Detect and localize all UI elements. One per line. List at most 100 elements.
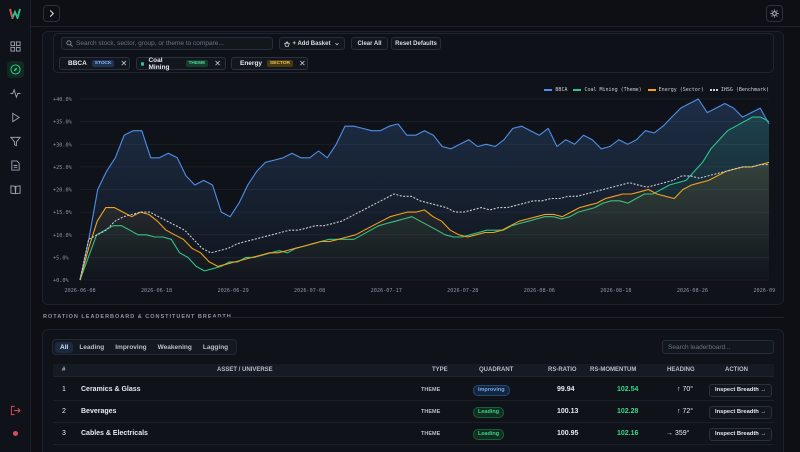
row-asset-name[interactable]: Cables & Electricals bbox=[81, 430, 148, 437]
filter-icon[interactable] bbox=[7, 133, 24, 150]
row-rs-momentum: 102.54 bbox=[617, 386, 639, 393]
chip-name: Coal Mining bbox=[148, 56, 170, 71]
compare-search-field[interactable] bbox=[61, 37, 273, 50]
play-icon[interactable] bbox=[7, 109, 24, 126]
col-heading[interactable]: HEADING bbox=[667, 367, 695, 373]
row-heading: ↑ 72° bbox=[677, 408, 694, 415]
chip-tag: THEME bbox=[185, 60, 209, 67]
chevron-right-icon[interactable] bbox=[43, 5, 60, 22]
series-line-energy-area bbox=[80, 162, 769, 280]
y-tick-label: +15.0% bbox=[53, 210, 73, 216]
x-tick-label: 2026-07-28 bbox=[447, 288, 478, 294]
close-icon[interactable]: ✕ bbox=[214, 59, 221, 68]
inspect-breadth-button[interactable]: Inspect Breadth → bbox=[709, 406, 773, 419]
y-tick-label: +35.0% bbox=[53, 120, 73, 126]
col-action: ACTION bbox=[725, 367, 748, 373]
tab-leading[interactable]: Leading bbox=[79, 343, 105, 351]
leaderboard-search-input[interactable] bbox=[668, 343, 768, 351]
document-icon[interactable] bbox=[7, 157, 24, 174]
row-rank: 2 bbox=[62, 408, 66, 415]
quadrant-badge: Leading bbox=[473, 429, 505, 440]
row-rs-momentum: 102.16 bbox=[617, 430, 639, 437]
x-tick-label: 2026-08-06 bbox=[524, 288, 555, 294]
x-tick-label: 2026-06-08 bbox=[64, 288, 95, 294]
x-tick-label: 2026-08-26 bbox=[677, 288, 708, 294]
row-rank: 3 bbox=[62, 430, 66, 437]
x-tick-label: 2026-07-17 bbox=[371, 288, 402, 294]
chip-coal-mining: Coal Mining THEME ✕ bbox=[136, 56, 226, 71]
table-row[interactable]: 3 Cables & Electricals THEME Leading 100… bbox=[53, 423, 774, 445]
close-icon[interactable]: ✕ bbox=[298, 59, 306, 68]
table-row[interactable]: 1 Ceramics & Glass THEME Improving 99.94… bbox=[53, 379, 774, 401]
col-quadrant[interactable]: QUADRANT bbox=[479, 367, 514, 373]
tab-all[interactable]: All bbox=[55, 341, 74, 353]
divider bbox=[210, 317, 784, 318]
sun-icon[interactable] bbox=[766, 5, 783, 22]
top-bar bbox=[31, 0, 800, 27]
app-logo-icon[interactable] bbox=[9, 8, 22, 19]
col-rs-ratio[interactable]: RS-RATIO bbox=[548, 367, 577, 373]
chevron-down-icon bbox=[335, 42, 340, 45]
x-tick-label: 2026-07-08 bbox=[294, 288, 325, 294]
chip-energy: Energy SECTOR ✕ bbox=[231, 57, 308, 70]
col-rank: # bbox=[62, 367, 66, 373]
series-line-ihsg bbox=[79, 164, 769, 281]
x-tick-label: 2026-08-18 bbox=[600, 288, 631, 294]
legend-item-bbca[interactable]: BBCA bbox=[544, 87, 567, 93]
tab-improving[interactable]: Improving bbox=[115, 343, 147, 351]
compare-search-input[interactable] bbox=[76, 40, 266, 47]
add-basket-label: + Add Basket bbox=[292, 40, 331, 47]
y-tick-label: +30.0% bbox=[53, 142, 73, 148]
table-header: # ASSET / UNIVERSE TYPE QUADRANT RS-RATI… bbox=[53, 364, 774, 377]
x-tick-label: 2026-06-29 bbox=[217, 288, 248, 294]
y-tick-label: +10.0% bbox=[53, 233, 73, 239]
add-basket-button[interactable]: + Add Basket bbox=[279, 37, 345, 50]
quadrant-badge: Improving bbox=[473, 385, 510, 396]
chip-name: BBCA bbox=[68, 60, 87, 67]
col-type[interactable]: TYPE bbox=[432, 367, 448, 373]
row-rs-ratio: 100.95 bbox=[557, 430, 579, 437]
performance-line-chart: +0.0% +5.0% +10.0% +15.0% +20.0% +25.0% +30.0%… bbox=[53, 97, 775, 294]
row-asset-name[interactable]: Beverages bbox=[81, 408, 117, 415]
row-rs-ratio: 99.94 bbox=[557, 386, 575, 393]
inspect-breadth-button[interactable]: Inspect Breadth → bbox=[709, 428, 773, 441]
y-tick-label: +5.0% bbox=[53, 255, 69, 261]
row-rs-momentum: 102.28 bbox=[617, 408, 639, 415]
chip-tag: STOCK bbox=[91, 60, 115, 67]
clear-all-button[interactable]: Clear All bbox=[351, 37, 388, 50]
quadrant-badge: Leading bbox=[473, 407, 505, 418]
tab-lagging[interactable]: Lagging bbox=[202, 343, 229, 351]
row-type: THEME bbox=[421, 387, 441, 393]
book-icon[interactable] bbox=[7, 181, 24, 198]
close-icon[interactable]: ✕ bbox=[120, 59, 128, 68]
chip-tag: SECTOR bbox=[267, 60, 293, 67]
activity-icon[interactable] bbox=[7, 85, 24, 102]
compass-icon[interactable] bbox=[7, 61, 24, 78]
reset-defaults-button[interactable]: Reset Defaults bbox=[391, 37, 441, 50]
y-tick-label: +0.0% bbox=[53, 278, 69, 284]
basket-icon bbox=[283, 40, 290, 47]
table-row[interactable]: 2 Beverages THEME Leading 100.13 102.28 … bbox=[53, 401, 774, 423]
col-asset[interactable]: ASSET / UNIVERSE bbox=[217, 367, 273, 373]
grid-icon[interactable] bbox=[7, 38, 24, 55]
row-type: THEME bbox=[421, 431, 441, 437]
legend-item-energy[interactable]: Energy (Sector) bbox=[647, 87, 704, 93]
search-icon bbox=[66, 40, 73, 47]
legend-item-ihsg[interactable]: IHSG (Benchmark) bbox=[709, 87, 769, 93]
row-rank: 1 bbox=[62, 386, 66, 393]
inspect-breadth-button[interactable]: Inspect Breadth → bbox=[709, 384, 773, 397]
chart-legend: BBCA Coal Mining (Theme) Energy (Sector)… bbox=[544, 87, 769, 93]
tab-weakening[interactable]: Weakening bbox=[157, 343, 192, 351]
quadrant-tabs: All Leading Improving Weakening Lagging bbox=[52, 339, 238, 355]
series-line-energy bbox=[79, 161, 770, 281]
row-heading: ↑ 70° bbox=[677, 386, 694, 393]
chip-name: Energy bbox=[240, 60, 263, 67]
legend-item-coal[interactable]: Coal Mining (Theme) bbox=[573, 87, 642, 93]
leaderboard-search-field[interactable] bbox=[662, 340, 774, 354]
x-tick-label: 2026-06-18 bbox=[141, 288, 172, 294]
section-title: ROTATION LEADERBOARD & CONSTITUENT BREAD… bbox=[43, 314, 232, 320]
row-asset-name[interactable]: Ceramics & Glass bbox=[81, 386, 141, 393]
status-dot bbox=[13, 431, 18, 436]
col-rs-momentum[interactable]: RS-MOMENTUM bbox=[590, 367, 637, 373]
logout-icon[interactable] bbox=[7, 402, 24, 419]
